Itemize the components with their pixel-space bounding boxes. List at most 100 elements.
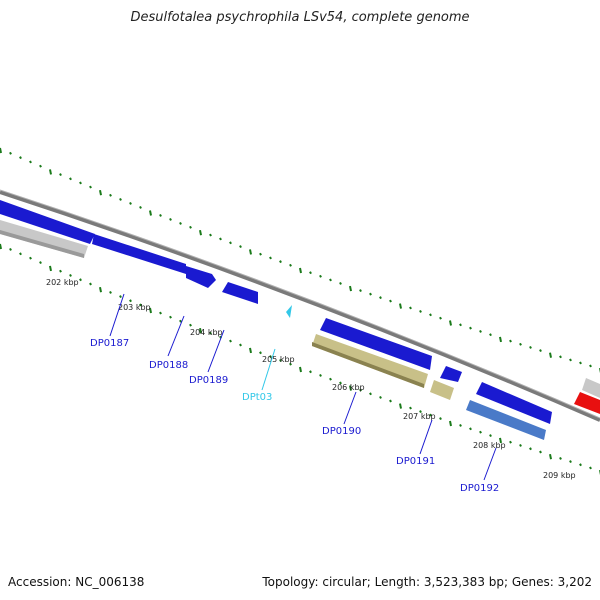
tick-mark bbox=[129, 202, 132, 205]
tick-mark bbox=[359, 388, 362, 392]
gene-block-DP0190[interactable] bbox=[320, 318, 432, 370]
tick-mark bbox=[329, 278, 332, 282]
tick-mark bbox=[149, 210, 152, 216]
genome-backbone bbox=[0, 189, 600, 422]
tick-mark bbox=[579, 361, 582, 365]
gene-label-DP0189[interactable]: DP0189 bbox=[189, 375, 228, 386]
tick-mark bbox=[159, 311, 162, 315]
tick-mark bbox=[339, 282, 342, 285]
tick-mark bbox=[169, 218, 172, 221]
tick-mark bbox=[429, 313, 432, 317]
map-title: Desulfotalea psychrophila LSv54, complet… bbox=[130, 10, 470, 25]
tick-mark bbox=[229, 241, 232, 245]
gene-label-DP0187[interactable]: DP0187 bbox=[90, 338, 129, 349]
tick-mark bbox=[399, 403, 402, 409]
tick-mark bbox=[499, 437, 502, 444]
gene-label-DP0190[interactable]: DP0190 bbox=[322, 426, 361, 437]
tick-mark bbox=[199, 328, 202, 334]
gene-block-DP0188[interactable] bbox=[92, 234, 186, 274]
tick-mark bbox=[209, 331, 212, 335]
tick-mark bbox=[19, 156, 22, 160]
tick-mark bbox=[539, 450, 542, 454]
tick-mark bbox=[59, 173, 62, 177]
gene-leader-lines bbox=[109, 293, 497, 481]
gene-label-DP0188[interactable]: DP0188 bbox=[149, 360, 188, 371]
tick-mark bbox=[519, 444, 522, 447]
tick-mark bbox=[389, 299, 392, 303]
tick-mark bbox=[59, 269, 62, 273]
tick-mark bbox=[269, 355, 272, 359]
tick-mark bbox=[449, 420, 452, 427]
gene-block-right-gray[interactable] bbox=[582, 378, 600, 398]
tick-label: 206 kbp bbox=[332, 383, 365, 392]
tick-mark bbox=[419, 410, 422, 414]
tick-mark bbox=[509, 339, 512, 343]
gene-block-DPt03[interactable] bbox=[286, 305, 292, 318]
tick-mark bbox=[569, 460, 572, 464]
tick-label: 202 kbp bbox=[46, 278, 79, 287]
tick-label: 208 kbp bbox=[473, 441, 506, 450]
tick-mark bbox=[249, 347, 252, 354]
tick-mark bbox=[49, 265, 52, 272]
gene-label-DPt03[interactable]: DPt03 bbox=[242, 392, 272, 403]
tick-mark bbox=[469, 326, 472, 330]
tick-mark bbox=[109, 193, 112, 197]
tick-mark bbox=[529, 346, 532, 349]
gene-block-DP0188b[interactable] bbox=[186, 266, 216, 288]
tick-mark bbox=[559, 456, 562, 460]
tick-mark bbox=[89, 282, 92, 286]
tick-mark bbox=[379, 296, 382, 300]
tick-mark bbox=[479, 329, 482, 333]
tick-mark bbox=[529, 447, 532, 451]
tick-label: 204 kbp bbox=[190, 328, 223, 337]
tick-mark bbox=[579, 463, 582, 467]
tick-mark bbox=[229, 339, 232, 343]
tick-mark bbox=[409, 406, 412, 410]
tick-mark bbox=[319, 374, 322, 377]
tick-mark bbox=[479, 430, 482, 434]
tick-mark bbox=[39, 164, 42, 168]
rrna-block[interactable] bbox=[574, 392, 600, 414]
outer-tick-ring bbox=[0, 147, 600, 374]
tick-mark bbox=[429, 413, 432, 417]
tick-mark bbox=[299, 267, 302, 274]
tick-mark bbox=[439, 417, 442, 421]
tick-mark bbox=[109, 290, 112, 294]
tick-mark bbox=[239, 245, 242, 249]
tick-mark bbox=[339, 381, 342, 385]
tick-mark bbox=[99, 190, 102, 196]
tick-mark bbox=[489, 434, 492, 438]
gene-block-DP0189[interactable] bbox=[222, 282, 258, 304]
tick-mark bbox=[309, 271, 312, 275]
gene-label-DP0192[interactable]: DP0192 bbox=[460, 483, 499, 494]
tick-mark bbox=[139, 303, 142, 307]
tick-mark bbox=[49, 169, 52, 175]
tick-mark bbox=[559, 355, 562, 359]
tick-mark bbox=[449, 320, 452, 326]
gene-block-DP0187[interactable] bbox=[0, 200, 95, 244]
gene-block-gray[interactable] bbox=[0, 220, 88, 258]
tick-mark bbox=[259, 351, 262, 355]
tick-mark bbox=[489, 333, 492, 337]
tick-label: 209 kbp bbox=[543, 471, 576, 480]
tick-mark bbox=[189, 225, 192, 229]
tick-mark bbox=[209, 233, 212, 237]
tick-mark bbox=[509, 440, 512, 444]
tick-mark bbox=[369, 292, 372, 296]
tick-mark bbox=[349, 285, 352, 292]
tick-mark bbox=[299, 366, 302, 373]
gene-label-DP0191[interactable]: DP0191 bbox=[396, 456, 435, 467]
tick-label: 205 kbp bbox=[262, 355, 295, 364]
feature-track bbox=[0, 200, 600, 440]
tick-mark bbox=[289, 362, 292, 366]
tick-mark bbox=[0, 147, 2, 154]
tick-mark bbox=[9, 247, 12, 251]
tick-mark bbox=[279, 260, 282, 264]
gene-block-DP0192[interactable] bbox=[476, 382, 552, 424]
accession-text: Accession: NC_006138 bbox=[8, 575, 145, 589]
tick-mark bbox=[409, 306, 412, 310]
tick-mark bbox=[459, 323, 462, 327]
gene-block-DP0191[interactable] bbox=[440, 366, 462, 382]
tick-mark bbox=[129, 299, 132, 303]
